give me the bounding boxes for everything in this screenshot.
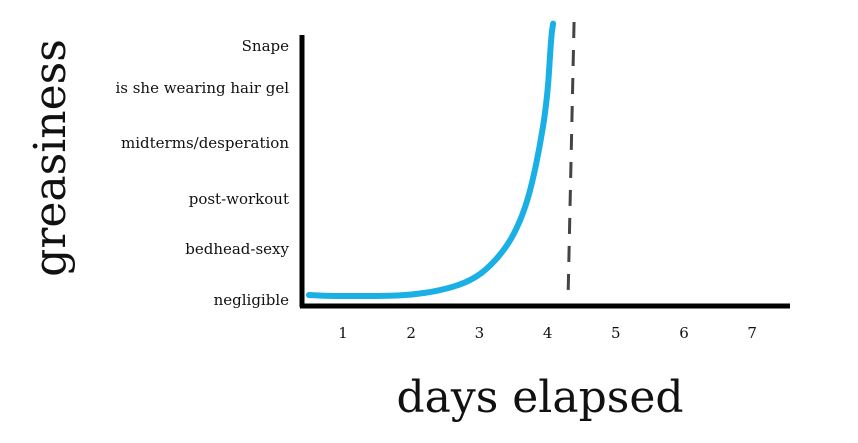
x-tick-label: 5 (611, 324, 621, 342)
x-axis-title: days elapsed (396, 372, 683, 423)
greasiness-curve (305, 20, 557, 299)
x-tick-label: 2 (406, 324, 416, 342)
y-category-label: bedhead-sexy (185, 240, 289, 258)
y-category-label: is she wearing hair gel (115, 79, 289, 97)
y-category-label: midterms/desperation (121, 134, 289, 152)
x-tick-label: 7 (747, 324, 757, 342)
y-category-label: post-workout (189, 190, 289, 208)
y-category-label: negligible (214, 291, 290, 309)
x-tick-label: 1 (338, 324, 348, 342)
x-tick-label: 3 (475, 324, 485, 342)
x-tick-label: 4 (543, 324, 553, 342)
y-category-label: Snape (242, 37, 289, 55)
y-axis-title: greasiness (25, 39, 76, 277)
dashed-vertical-marker (566, 21, 576, 298)
x-tick-label: 6 (679, 324, 689, 342)
